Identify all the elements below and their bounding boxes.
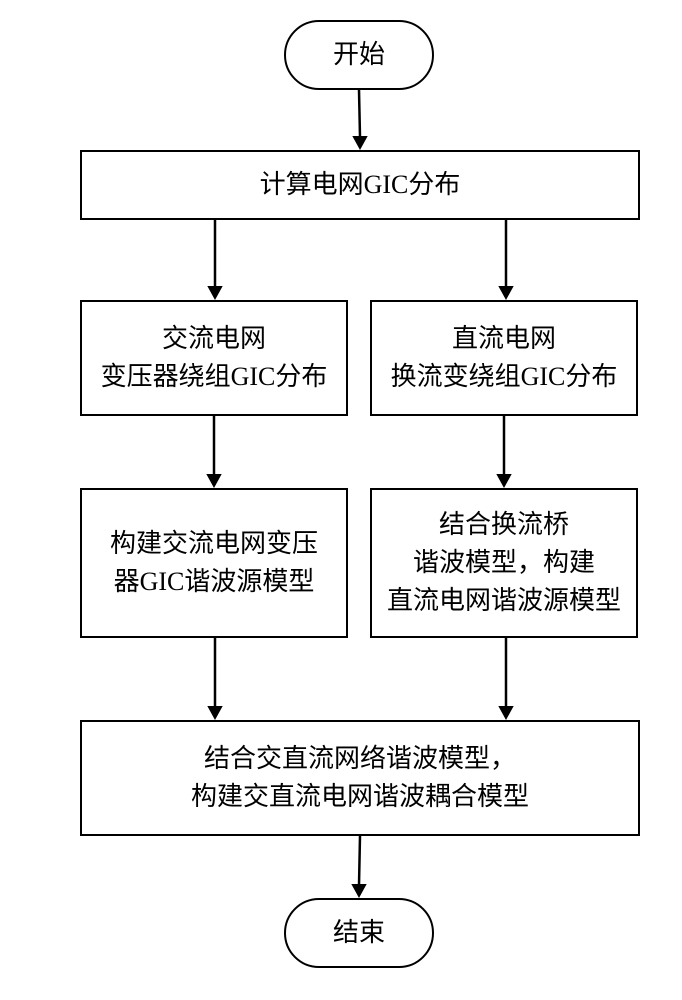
node-label: 结束 [333,914,385,952]
node-combine: 结合交直流网络谐波模型， 构建交直流电网谐波耦合模型 [80,720,640,836]
edge-dc1-dc2 [484,414,524,490]
node-label: 计算电网GIC分布 [260,166,461,204]
node-dc1: 直流电网 换流变绕组GIC分布 [370,300,638,416]
node-label: 开始 [333,36,385,74]
node-label: 交流电网 变压器绕组GIC分布 [101,320,328,395]
edge-calc-ac1 [195,218,235,302]
node-end: 结束 [284,898,434,968]
edge-ac2-combine [195,636,235,722]
node-label: 直流电网 换流变绕组GIC分布 [391,320,618,395]
node-label: 结合交直流网络谐波模型， 构建交直流电网谐波耦合模型 [191,740,529,815]
node-calc: 计算电网GIC分布 [80,150,640,220]
node-ac2: 构建交流电网变压 器GIC谐波源模型 [80,488,348,638]
node-start: 开始 [284,20,434,90]
edge-start-calc [339,88,380,152]
edge-ac1-ac2 [194,414,234,490]
node-label: 结合换流桥 谐波模型，构建 直流电网谐波源模型 [387,506,621,619]
node-label: 构建交流电网变压 器GIC谐波源模型 [110,525,318,600]
edge-dc2-combine [486,636,526,722]
edge-combine-end [339,834,380,900]
node-ac1: 交流电网 变压器绕组GIC分布 [80,300,348,416]
node-dc2: 结合换流桥 谐波模型，构建 直流电网谐波源模型 [370,488,638,638]
edge-calc-dc1 [486,218,526,302]
